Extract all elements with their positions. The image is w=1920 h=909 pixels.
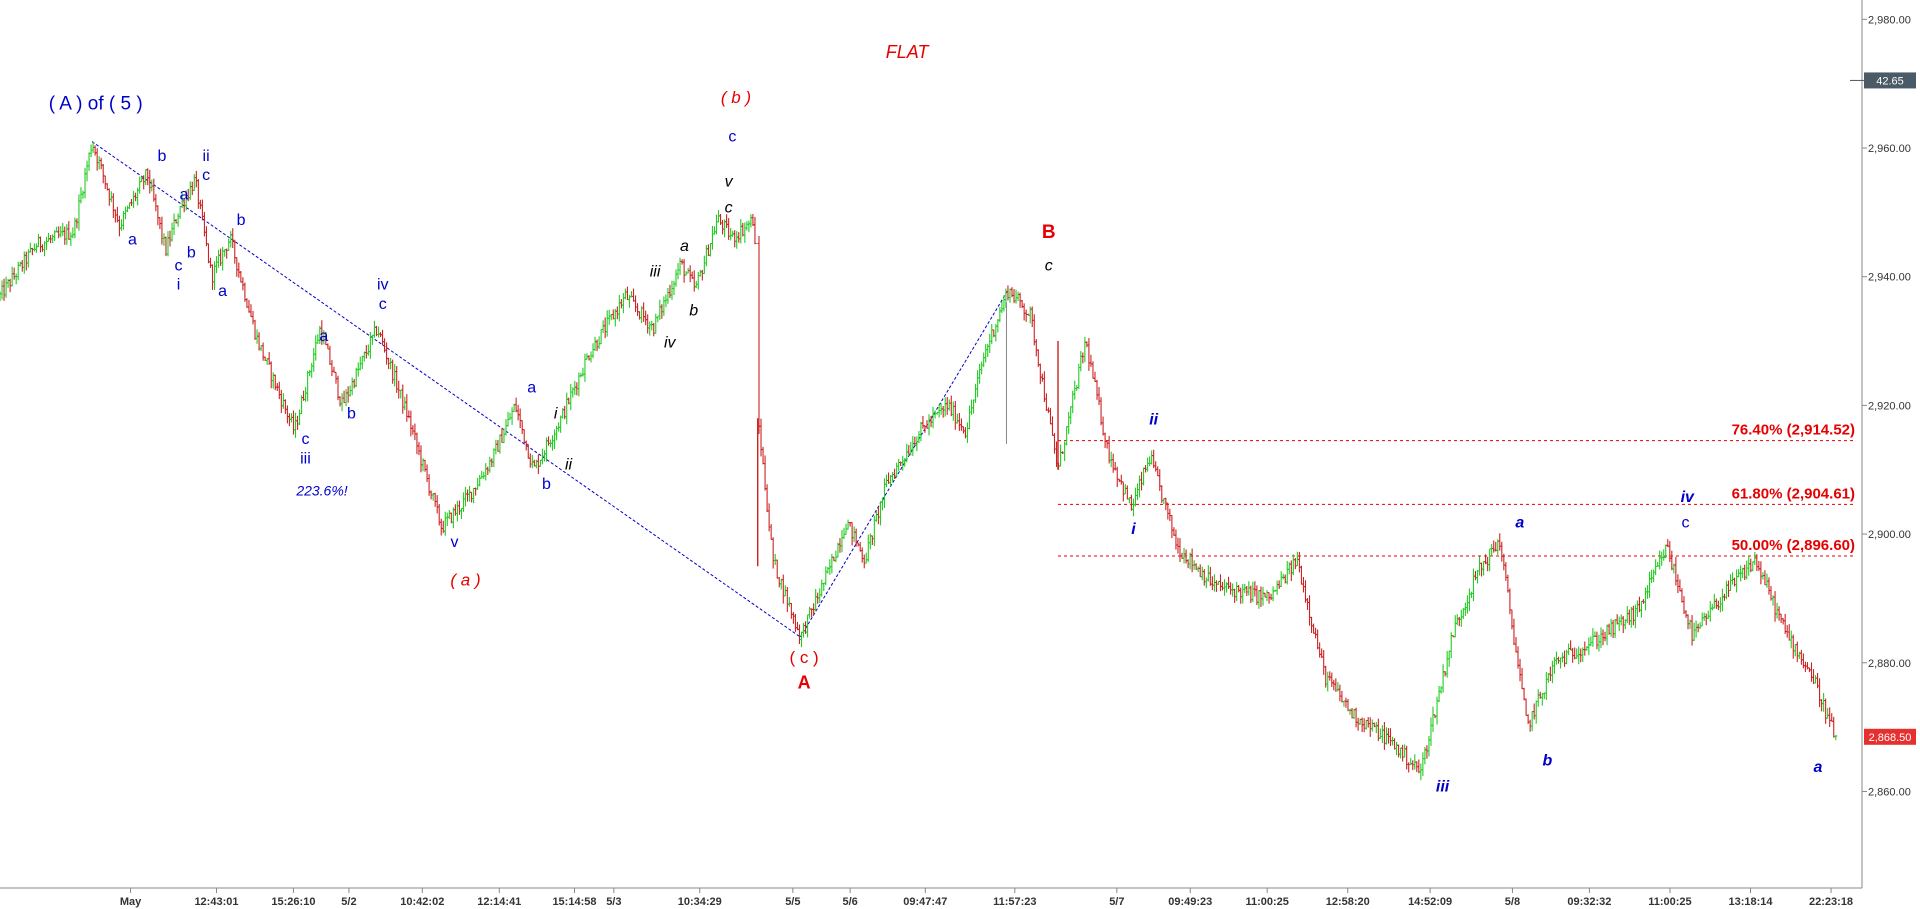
wave-label-30: c [728,129,736,146]
wave-label-41: c [1681,515,1689,532]
wave-label-24: ii [565,457,573,474]
wave-label-1: ( A ) of ( 5 ) [49,93,143,114]
wave-label-14: a [319,328,328,345]
wave-label-23: i [554,405,558,422]
x-tick-label-11: 09:47:47 [903,896,947,908]
wave-label-26: iv [664,334,677,351]
right-marker-label: 42.65 [1876,75,1904,87]
wave-label-19: v [450,534,458,551]
wave-label-37: ii [1149,412,1158,429]
wave-label-10: i [177,277,181,294]
x-tick-label-2: 15:26:10 [271,896,315,908]
wave-label-0: FLAT [886,42,931,62]
x-tick-label-4: 10:42:02 [400,896,444,908]
fib-label-2: 50.00% (2,896.60) [1732,537,1855,554]
y-tick-label-2: 2,940.00 [1868,272,1911,284]
x-tick-label-20: 11:00:25 [1648,896,1691,908]
y-tick-label-5: 2,880.00 [1868,658,1911,670]
wave-label-38: i [1131,521,1136,538]
wave-label-34: A [798,673,811,693]
y-tick-label-3: 2,920.00 [1868,400,1911,412]
x-tick-label-9: 5/5 [785,896,800,908]
last-price-box [1864,728,1916,745]
x-tick-label-8: 10:34:29 [678,896,722,908]
x-tick-label-5: 12:14:41 [477,896,521,908]
y-tick-label-1: 2,960.00 [1868,143,1911,155]
wave-label-7: a [128,232,137,249]
wave-label-29: ( b ) [721,88,751,107]
x-tick-label-19: 09:32:32 [1567,896,1611,908]
wave-label-35: B [1042,222,1056,243]
wave-label-25: iii [650,264,661,281]
wave-label-27: a [680,238,689,255]
x-tick-label-1: 12:43:01 [194,896,238,908]
wave-label-3: ii [203,148,210,165]
x-tick-label-13: 5/7 [1109,896,1124,908]
wave-label-15: b [347,405,356,422]
price-bars [0,141,1838,781]
wave-label-11: a [218,283,227,300]
wave-label-40: iv [1681,489,1695,506]
wave-label-31: v [725,174,734,191]
x-tick-label-21: 13:18:14 [1728,896,1773,908]
x-tick-label-6: 15:14:58 [552,896,596,908]
wave-label-12: iv [377,277,389,294]
wave-label-4: c [202,167,210,184]
wave-label-43: iii [1436,778,1450,795]
x-tick-label-18: 5/8 [1505,896,1520,908]
x-tick-label-15: 11:00:25 [1245,896,1288,908]
x-tick-label-3: 5/2 [341,896,356,908]
y-tick-label-6: 2,860.00 [1868,786,1911,798]
wave-label-6: b [237,212,246,229]
wave-label-44: a [1813,759,1822,776]
wave-label-20: ( a ) [450,571,480,590]
wave-label-42: b [1543,753,1553,770]
wave-label-28: b [689,302,698,319]
wave-label-18: 223.6%! [295,482,347,498]
x-tick-label-0: May [120,896,142,908]
fib-label-1: 61.80% (2,904.61) [1732,485,1855,502]
wave-label-2: b [157,148,166,165]
wave-label-32: c [725,199,733,216]
y-tick-label-0: 2,980.00 [1868,14,1911,26]
wave-label-9: c [174,257,182,274]
wave-label-16: c [301,431,309,448]
wave-label-8: b [187,244,196,261]
wave-label-5: a [180,186,189,203]
last-price-label: 2,868.50 [1869,732,1912,744]
x-tick-label-7: 5/3 [606,896,621,908]
y-tick-label-4: 2,900.00 [1868,529,1911,541]
trend-line-0 [91,141,801,638]
wave-label-33: ( c ) [789,648,818,667]
x-tick-label-12: 11:57:23 [993,896,1036,908]
fibonacci-levels: 76.40% (2,914.52) 61.80% (2,904.61) 50.00%… [1058,422,1855,557]
x-tick-label-16: 12:58:20 [1326,896,1370,908]
wave-label-39: a [1515,515,1524,532]
wave-label-13: c [379,296,387,313]
x-tick-label-22: 22:23:18 [1809,896,1853,908]
x-tick-label-10: 5/6 [842,896,857,908]
wave-label-17: iii [300,450,311,467]
x-tick-label-17: 14:52:09 [1408,896,1452,908]
x-tick-label-14: 09:49:23 [1168,896,1212,908]
right-marker-box [1864,72,1916,89]
fib-label-0: 76.40% (2,914.52) [1732,422,1855,439]
wave-label-22: b [542,476,551,493]
wave-label-36: c [1045,257,1053,274]
wave-label-21: a [527,380,536,397]
